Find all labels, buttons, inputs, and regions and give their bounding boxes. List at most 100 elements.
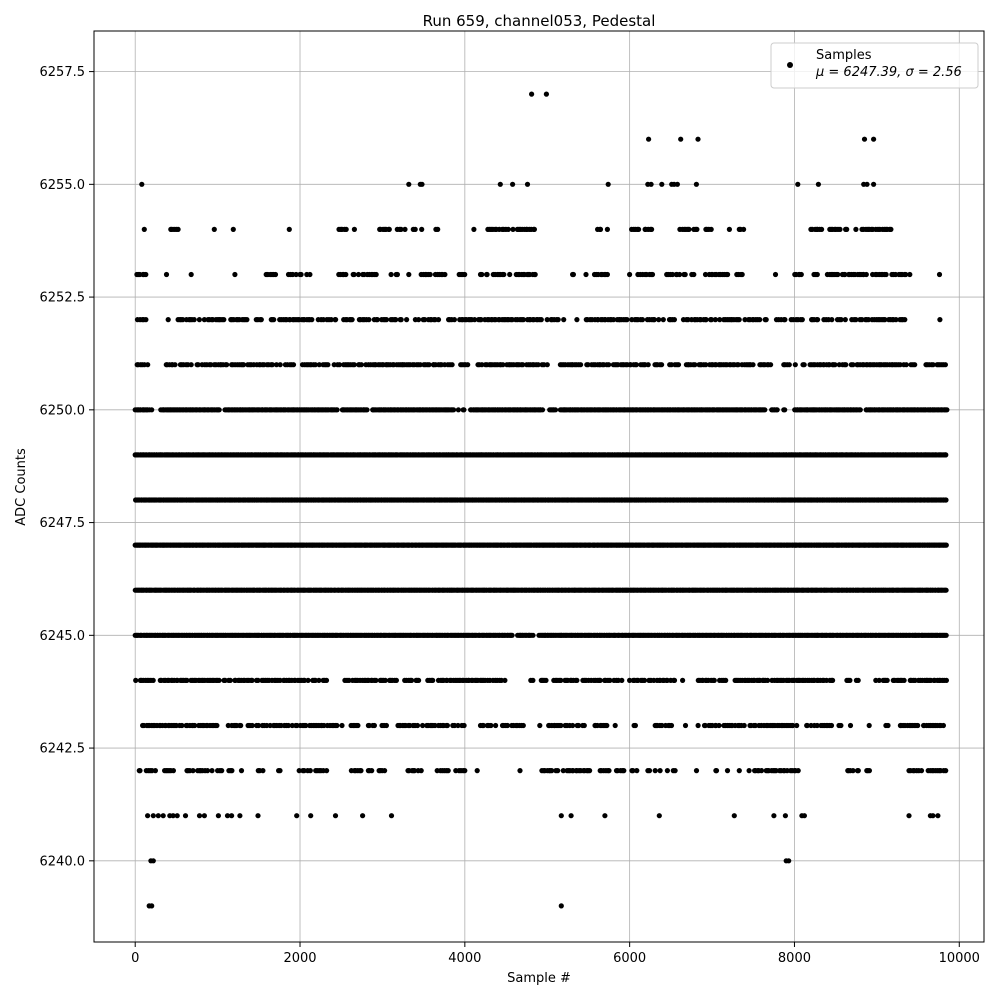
data-point [334,407,340,413]
data-point [750,362,756,368]
data-point [149,407,155,413]
data-point [702,271,709,278]
data-point [404,317,410,323]
data-point [529,91,535,97]
data-point [741,226,747,232]
data-point [269,362,275,368]
data-point [659,181,665,187]
data-point [241,362,247,368]
data-point [180,317,186,323]
data-point [871,136,877,142]
data-point [230,226,236,232]
data-point [633,362,640,368]
data-point [936,271,943,278]
data-point [943,587,949,593]
data-point [442,271,448,278]
data-point [355,271,362,278]
data-point [782,407,788,413]
data-point [393,317,399,323]
data-point [343,271,349,278]
data-point [139,181,145,187]
data-point [196,317,202,323]
data-point [578,362,584,368]
data-point [535,362,541,368]
data-point [479,362,485,368]
data-point [774,407,780,413]
data-point [307,271,313,278]
data-point [143,271,149,278]
data-point [552,407,559,413]
data-point [532,271,538,278]
data-point [903,362,909,368]
data-point [674,181,681,187]
data-point [930,362,936,368]
data-point [336,362,343,368]
data-point [604,271,611,278]
data-point [837,226,843,232]
data-point [893,317,899,323]
data-point [172,362,178,368]
data-point [857,407,863,413]
data-point [497,181,503,187]
data-point [795,181,801,187]
data-point [325,362,331,368]
data-point [524,181,531,187]
data-point [333,317,339,323]
data-point [606,362,612,368]
data-point [451,407,457,413]
data-point [682,271,688,278]
data-point [597,226,604,232]
data-point [555,317,561,323]
data-point [815,181,822,187]
data-point [815,317,821,323]
data-point [897,362,903,368]
data-point [708,226,714,232]
data-point [531,226,538,232]
data-point [864,181,870,187]
data-point [691,271,697,278]
data-point [221,317,227,323]
data-point [471,226,477,232]
data-point [402,226,408,232]
data-point [853,226,859,232]
data-point [902,317,908,323]
data-point [882,317,888,323]
data-point [850,362,856,368]
data-point [312,362,318,368]
data-point [419,181,425,187]
data-point [574,317,580,323]
data-point [792,362,798,368]
data-point [539,407,546,413]
data-point [465,362,471,368]
data-point [570,271,577,278]
data-point [757,317,763,323]
data-point [293,271,299,278]
data-point [451,317,457,323]
data-point [163,271,170,278]
data-point [799,317,805,323]
data-point [842,317,848,323]
data-point [449,362,455,368]
data-point [417,362,423,368]
data-point [782,317,788,323]
data-point [309,317,315,323]
data-point [907,271,913,278]
data-point [472,317,478,323]
data-point [544,317,550,323]
data-point [736,317,742,323]
data-point [838,317,844,323]
data-point [422,317,428,323]
data-point [735,362,741,368]
data-point [943,497,949,503]
data-point [695,136,701,142]
data-point [544,362,550,368]
data-point [364,407,370,413]
data-point [583,271,589,278]
data-point [768,362,774,368]
data-point [419,226,425,232]
data-point [651,317,657,323]
data-point [501,271,507,278]
data-point [286,226,292,232]
data-point [605,181,611,187]
data-point [944,407,950,413]
